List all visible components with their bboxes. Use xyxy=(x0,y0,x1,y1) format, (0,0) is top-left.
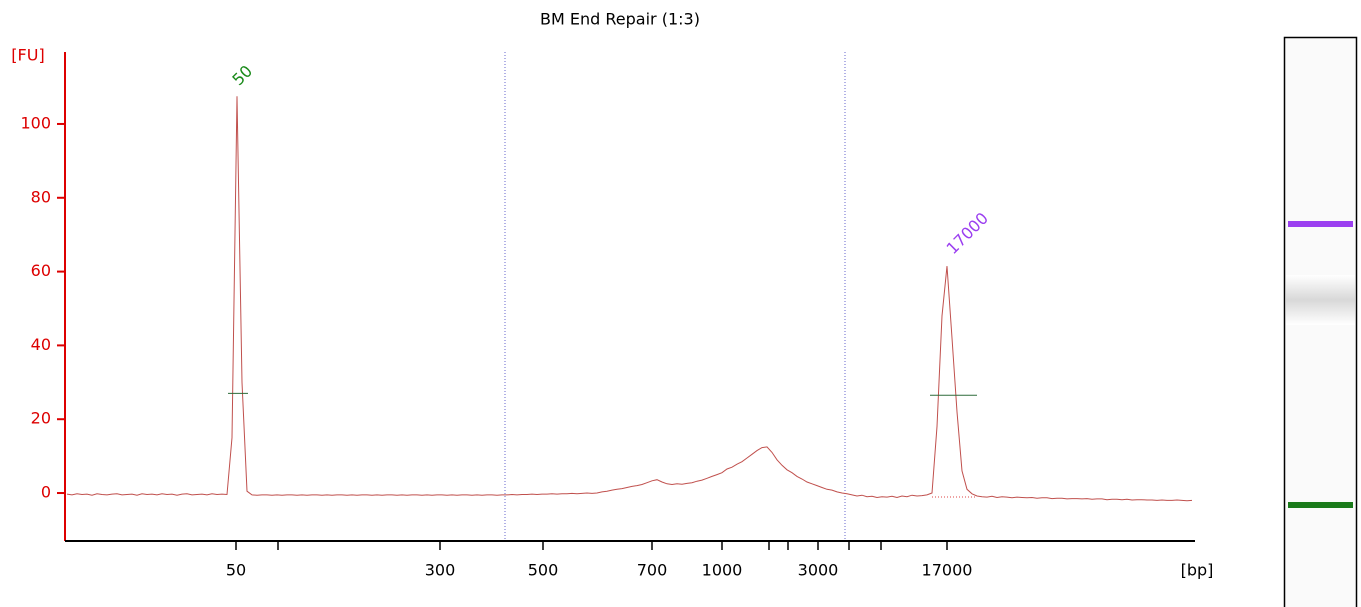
y-tick-label: 40 xyxy=(31,335,51,354)
peak-label: 50 xyxy=(228,61,256,89)
y-tick-label: 0 xyxy=(41,483,51,502)
gel-band xyxy=(1288,502,1353,508)
y-tick-label: 80 xyxy=(31,187,51,206)
y-axis-label: [FU] xyxy=(11,46,44,65)
x-tick-label: 1000 xyxy=(702,561,743,580)
y-tick-label: 20 xyxy=(31,409,51,428)
x-tick-label: 300 xyxy=(425,561,456,580)
trace xyxy=(66,96,1193,502)
x-tick-label: 700 xyxy=(637,561,668,580)
y-tick-label: 100 xyxy=(20,113,51,132)
chart-title: BM End Repair (1:3) xyxy=(540,10,700,29)
x-tick-label: 50 xyxy=(226,561,246,580)
x-tick-label: 3000 xyxy=(798,561,839,580)
gel-smear xyxy=(1286,275,1355,325)
y-tick-label: 60 xyxy=(31,261,51,280)
x-tick-label: 500 xyxy=(528,561,559,580)
gel-band xyxy=(1288,221,1353,227)
x-tick-label: 17000 xyxy=(922,561,973,580)
x-axis-label: [bp] xyxy=(1181,561,1214,580)
peak-label: 17000 xyxy=(943,209,992,258)
gel-lane xyxy=(1283,36,1358,607)
